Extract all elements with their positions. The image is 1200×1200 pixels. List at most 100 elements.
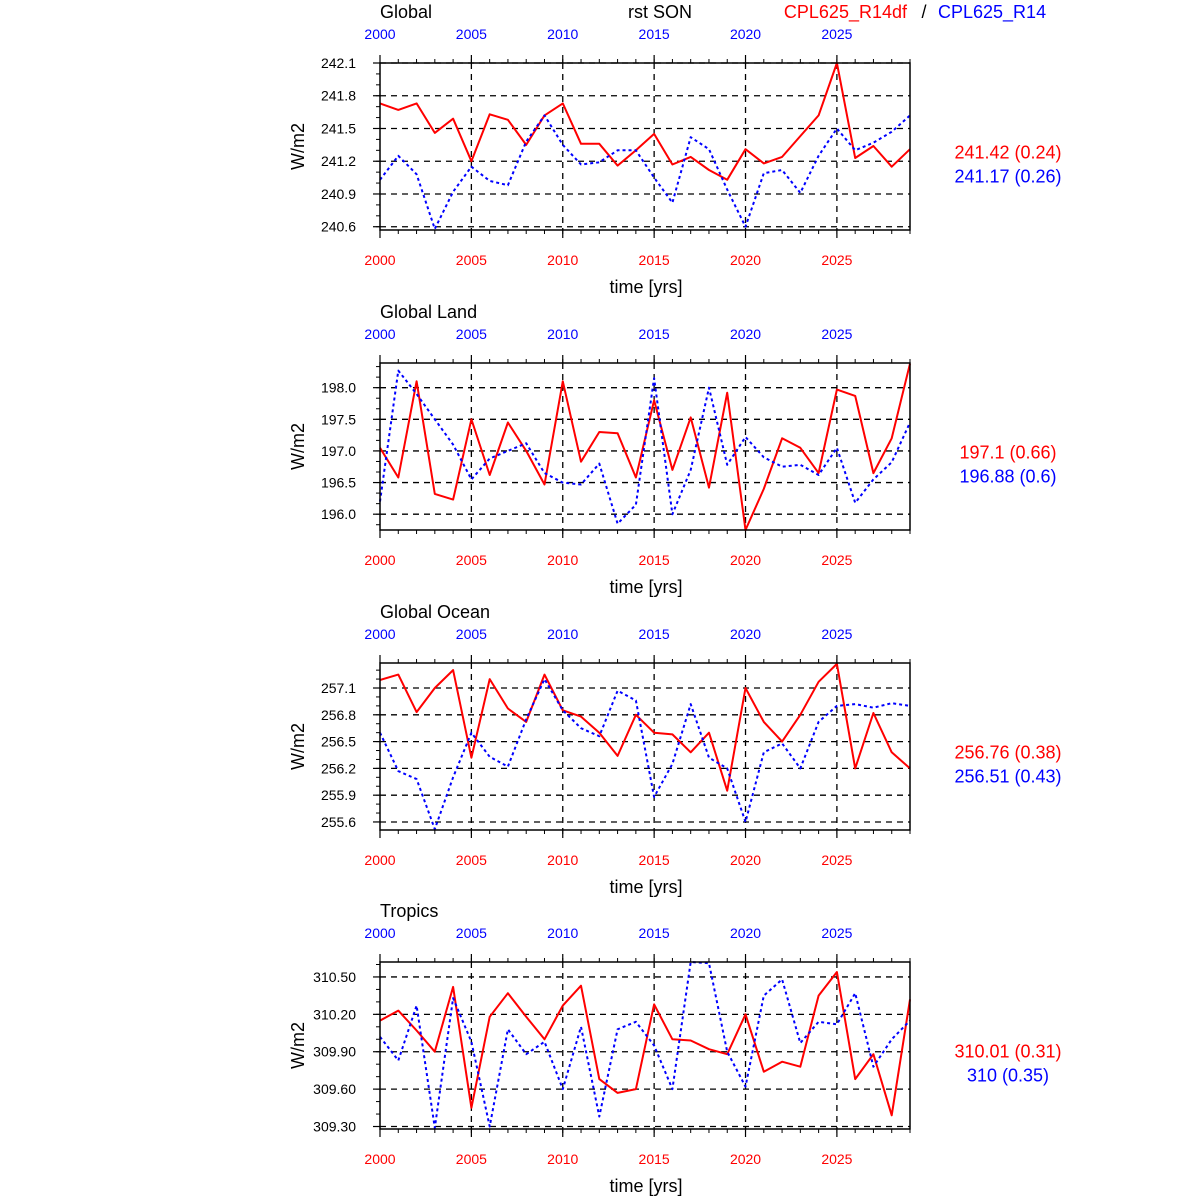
x-tick-label: 2015 xyxy=(639,552,670,568)
x-tick-label: 2015 xyxy=(639,252,670,268)
x-tick-label: 2025 xyxy=(821,252,852,268)
mean-value-r14df: 310.01 (0.31) xyxy=(954,1042,1061,1062)
x-tick-label-top: 2020 xyxy=(730,626,761,642)
x-tick-label-top: 2020 xyxy=(730,26,761,42)
y-tick-label: 241.8 xyxy=(321,88,356,104)
panel-title: Tropics xyxy=(380,901,438,921)
x-tick-label: 2005 xyxy=(456,552,487,568)
series-line-cpl625-r14 xyxy=(379,961,911,1129)
y-axis-label: W/m2 xyxy=(288,123,308,170)
y-tick-label: 242.1 xyxy=(321,55,356,71)
x-tick-label: 2020 xyxy=(730,852,761,868)
x-tick-label: 2025 xyxy=(821,552,852,568)
y-tick-label: 257.1 xyxy=(321,680,356,696)
y-tick-label: 256.2 xyxy=(321,760,356,776)
x-tick-label: 2010 xyxy=(547,552,578,568)
x-tick-label-top: 2005 xyxy=(456,925,487,941)
panel-global: 240.6 240.9 241.2 241.5 241.8 242.1 2000 2000 20… xyxy=(288,26,1062,297)
x-axis-label: time [yrs] xyxy=(609,1176,682,1196)
x-axis-label: time [yrs] xyxy=(609,577,682,597)
x-tick-label: 2005 xyxy=(456,252,487,268)
x-axis-label: time [yrs] xyxy=(609,877,682,897)
legend-entry-r14: CPL625_R14 xyxy=(938,2,1046,23)
x-tick-label: 2010 xyxy=(547,252,578,268)
panel-title-global: Global xyxy=(380,2,432,22)
x-tick-label: 2005 xyxy=(456,1151,487,1167)
x-tick-label-top: 2005 xyxy=(456,626,487,642)
x-tick-label: 2000 xyxy=(364,852,395,868)
x-tick-label-top: 2025 xyxy=(821,326,852,342)
y-axis-label: W/m2 xyxy=(288,1022,308,1069)
mean-value-r14: 241.17 (0.26) xyxy=(954,167,1061,187)
x-tick-label-top: 2025 xyxy=(821,626,852,642)
plot-frame xyxy=(379,961,911,1130)
panel-global-ocean: Global Ocean 255.6 255.9 256.2 256.5 256.8 257… xyxy=(288,602,1062,897)
panel-global-land: Global Land 196.0 196.5 197.0 197.5 198.0 2000… xyxy=(288,302,1057,597)
y-tick-label: 309.30 xyxy=(313,1119,356,1135)
x-tick-label: 2005 xyxy=(456,852,487,868)
x-tick-label-top: 2000 xyxy=(364,925,395,941)
mean-value-r14: 256.51 (0.43) xyxy=(954,767,1061,787)
y-axis-label: W/m2 xyxy=(288,423,308,470)
x-tick-label: 2000 xyxy=(364,1151,395,1167)
x-tick-label: 2015 xyxy=(639,852,670,868)
y-tick-label: 255.6 xyxy=(321,814,356,830)
y-tick-label: 310.20 xyxy=(313,1006,356,1022)
plot-frame xyxy=(379,362,911,531)
x-tick-label-top: 2015 xyxy=(639,925,670,941)
panel-title: Global Ocean xyxy=(380,602,490,622)
mean-value-r14df: 197.1 (0.66) xyxy=(959,443,1056,463)
x-tick-label: 2010 xyxy=(547,1151,578,1167)
x-tick-label: 2020 xyxy=(730,252,761,268)
y-tick-label: 241.5 xyxy=(321,120,356,136)
series-line-cpl625-r14df xyxy=(379,62,911,181)
legend-separator: / xyxy=(921,2,926,22)
x-tick-label-top: 2010 xyxy=(547,626,578,642)
x-tick-label-top: 2015 xyxy=(639,626,670,642)
series-line-cpl625-r14 xyxy=(379,678,911,831)
y-tick-label: 309.90 xyxy=(313,1044,356,1060)
x-tick-label-top: 2000 xyxy=(364,326,395,342)
y-axis-label: W/m2 xyxy=(288,723,308,770)
x-tick-label-top: 2000 xyxy=(364,26,395,42)
legend-entry-r14df: CPL625_R14df xyxy=(784,2,908,23)
y-tick-label: 197.5 xyxy=(321,411,356,427)
x-tick-label-top: 2000 xyxy=(364,626,395,642)
x-tick-label-top: 2010 xyxy=(547,925,578,941)
x-tick-label: 2025 xyxy=(821,1151,852,1167)
x-tick-label: 2025 xyxy=(821,852,852,868)
y-tick-label: 197.0 xyxy=(321,443,356,459)
x-tick-label-top: 2020 xyxy=(730,925,761,941)
x-tick-label-top: 2010 xyxy=(547,326,578,342)
x-tick-label: 2010 xyxy=(547,852,578,868)
y-tick-label: 309.60 xyxy=(313,1081,356,1097)
y-tick-label: 240.9 xyxy=(321,186,356,202)
mean-value-r14df: 241.42 (0.24) xyxy=(954,143,1061,163)
x-tick-label: 2020 xyxy=(730,552,761,568)
series-line-cpl625-r14 xyxy=(379,114,911,230)
x-tick-label: 2000 xyxy=(364,252,395,268)
x-axis-label: time [yrs] xyxy=(609,277,682,297)
y-tick-label: 198.0 xyxy=(321,380,356,396)
x-tick-label-top: 2025 xyxy=(821,26,852,42)
y-tick-label: 256.8 xyxy=(321,707,356,723)
mean-value-r14: 310 (0.35) xyxy=(967,1066,1049,1086)
x-tick-label-top: 2005 xyxy=(456,326,487,342)
series-line-cpl625-r14df xyxy=(379,971,911,1117)
mean-value-r14df: 256.76 (0.38) xyxy=(954,743,1061,763)
series-line-cpl625-r14 xyxy=(379,369,911,525)
x-tick-label: 2020 xyxy=(730,1151,761,1167)
x-tick-label-top: 2015 xyxy=(639,326,670,342)
x-tick-label-top: 2020 xyxy=(730,326,761,342)
x-tick-label-top: 2025 xyxy=(821,925,852,941)
y-tick-label: 196.5 xyxy=(321,475,356,491)
y-tick-label: 196.0 xyxy=(321,506,356,522)
series-line-cpl625-r14df xyxy=(379,662,911,792)
plot-frame xyxy=(379,662,911,831)
y-tick-label: 241.2 xyxy=(321,153,356,169)
plot-frame xyxy=(379,62,911,231)
x-tick-label: 2000 xyxy=(364,552,395,568)
y-tick-label: 310.50 xyxy=(313,969,356,985)
x-tick-label-top: 2015 xyxy=(639,26,670,42)
